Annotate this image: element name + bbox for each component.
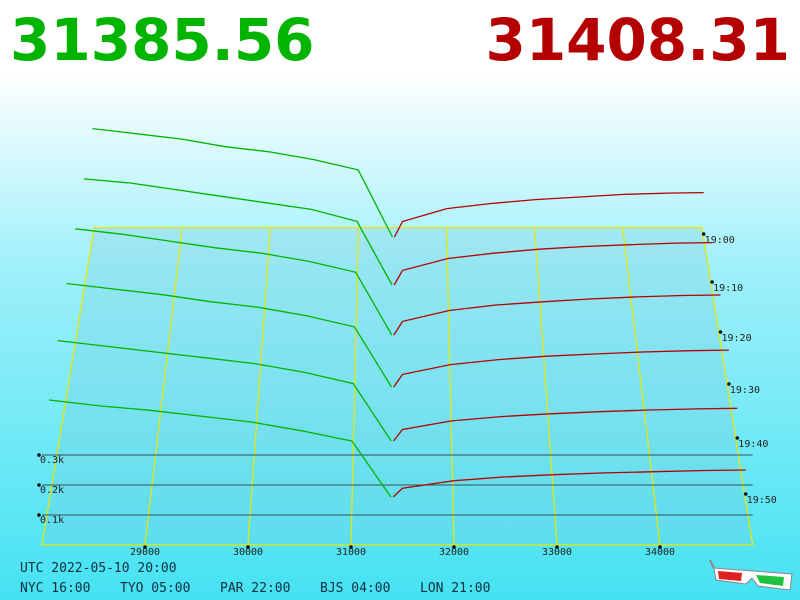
price-tick [658, 545, 662, 549]
time-tick-label: 19:10 [713, 283, 743, 294]
price-grid-line [534, 227, 558, 546]
depth-tick [37, 483, 41, 487]
time-tick [710, 280, 714, 284]
price-grid-line [144, 227, 183, 546]
ask-depth-line [393, 241, 713, 286]
ask-depth-line [392, 469, 746, 498]
price-grid-line [247, 227, 271, 546]
time-tick [727, 382, 731, 386]
depth-tick-label: 0.1k [40, 515, 64, 526]
bid-depth-line [75, 228, 393, 336]
price-tick [452, 545, 456, 549]
price-tick-label: 31000 [336, 547, 366, 558]
time-tick-label: 19:50 [747, 495, 777, 506]
depth-tick-label: 0.2k [40, 485, 64, 496]
price-tick-label: 29000 [130, 547, 160, 558]
floor-plane [41, 227, 754, 546]
zone-time: NYC 16:00 [20, 581, 90, 596]
ask-depth-line [393, 191, 704, 238]
time-tick-label: 19:20 [721, 333, 751, 344]
zone-time: BJS 04:00 [320, 581, 390, 596]
time-tick-label: 19:30 [730, 385, 760, 396]
ask-depth-line [393, 349, 729, 388]
time-tick-label: 19:00 [705, 235, 735, 246]
price-tick-label: 33000 [542, 547, 572, 558]
glasses-icon [709, 559, 793, 591]
price-tick-label: 30000 [233, 547, 263, 558]
price-tick-label: 34000 [645, 547, 675, 558]
bid-depth-line [83, 178, 393, 286]
depth-tick [37, 513, 41, 517]
ask-price: 31408.31 [485, 6, 790, 74]
bid-depth-line [57, 339, 392, 442]
time-tick [701, 232, 706, 236]
price-tick-label: 32000 [439, 547, 469, 558]
price-grid-line [622, 227, 661, 546]
time-tick [718, 330, 723, 334]
bid-price: 31385.56 [10, 6, 315, 74]
ask-depth-line [392, 407, 738, 442]
time-tick-label: 19:40 [738, 439, 768, 450]
zone-time: LON 21:00 [420, 581, 490, 596]
price-tick [143, 545, 147, 549]
zone-time: PAR 22:00 [220, 581, 290, 596]
ask-depth-line [393, 294, 721, 336]
bid-depth-line [92, 127, 393, 238]
depth-tick [37, 453, 41, 457]
price-tick [349, 545, 353, 549]
time-tick [735, 436, 740, 440]
time-tick [743, 492, 748, 496]
zone-time: TYO 05:00 [120, 581, 190, 596]
bid-depth-line [49, 399, 392, 498]
floor: 29000 30000 31000 32000 33000 34000 0.1k 0.2k 0.… [37, 227, 777, 558]
price-tick [555, 545, 559, 549]
price-grid-line [445, 227, 455, 546]
depth-tick-label: 0.3k [40, 455, 64, 466]
price-tick [246, 545, 250, 549]
bid-depth-line [66, 282, 393, 388]
utc-time: UTC 2022-05-10 20:00 [20, 561, 177, 576]
